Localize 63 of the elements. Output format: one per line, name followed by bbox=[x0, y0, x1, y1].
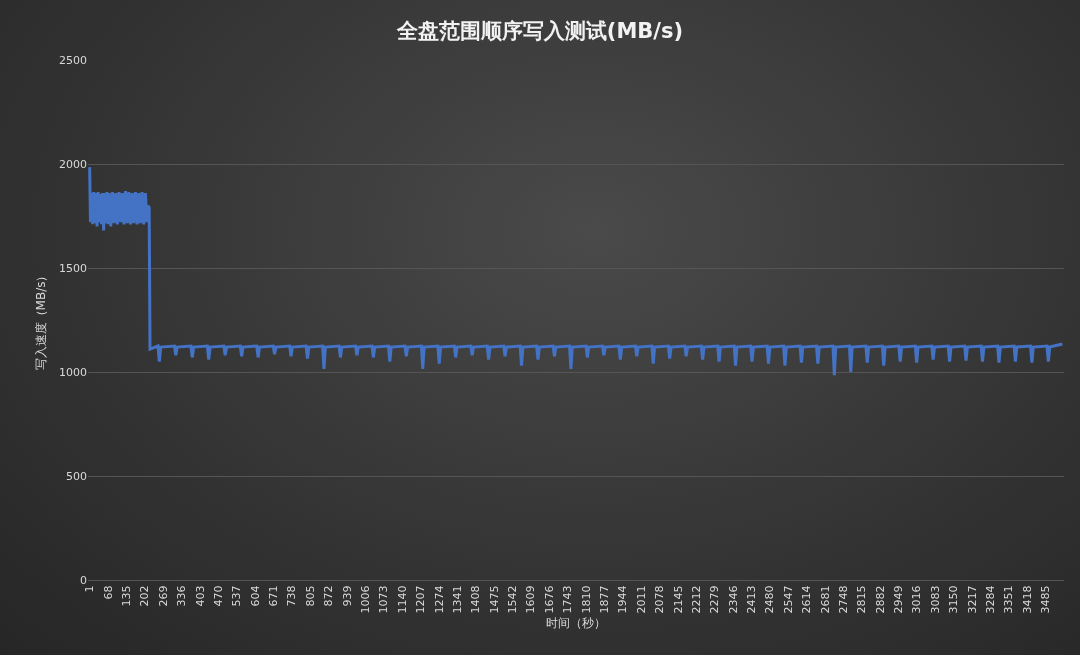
x-tick-label: 68 bbox=[101, 585, 115, 600]
x-tick-label: 2480 bbox=[763, 585, 777, 614]
y-tick-label: 2500 bbox=[59, 53, 87, 67]
x-tick-label: 1676 bbox=[542, 585, 556, 614]
x-tick-label: 3284 bbox=[984, 585, 998, 614]
x-tick-label: 336 bbox=[175, 585, 189, 607]
x-tick-label: 2212 bbox=[689, 585, 703, 614]
chart-title: 全盘范围顺序写入测试(MB/s) bbox=[395, 18, 684, 43]
x-tick-label: 3016 bbox=[910, 585, 924, 614]
x-tick-label: 2011 bbox=[634, 585, 648, 614]
y-tick-label: 0 bbox=[80, 573, 87, 587]
x-tick-label: 403 bbox=[193, 585, 207, 607]
x-tick-label: 872 bbox=[322, 585, 336, 607]
x-tick-label: 2949 bbox=[892, 585, 906, 614]
y-tick-label: 500 bbox=[66, 469, 87, 483]
x-tick-label: 1944 bbox=[616, 585, 630, 614]
x-tick-label: 3351 bbox=[1002, 585, 1016, 614]
y-tick-label: 1000 bbox=[59, 365, 87, 379]
x-tick-label: 2815 bbox=[855, 585, 869, 614]
x-tick-label: 939 bbox=[340, 585, 354, 607]
x-tick-label: 1743 bbox=[561, 585, 575, 614]
x-tick-label: 202 bbox=[138, 585, 152, 607]
x-tick-label: 1140 bbox=[395, 585, 409, 614]
line-series bbox=[88, 165, 1064, 377]
x-tick-label: 3485 bbox=[1039, 585, 1053, 614]
x-tick-label: 2346 bbox=[726, 585, 740, 614]
x-tick-label: 805 bbox=[303, 585, 317, 607]
y-tick-label: 1500 bbox=[59, 261, 87, 275]
x-tick-label: 1073 bbox=[377, 585, 391, 614]
x-tick-label: 135 bbox=[119, 585, 133, 607]
x-tick-label: 2413 bbox=[745, 585, 759, 614]
x-tick-label: 537 bbox=[230, 585, 244, 607]
x-tick-label: 1006 bbox=[358, 585, 372, 614]
x-tick-label: 470 bbox=[211, 585, 225, 607]
x-tick-label: 1542 bbox=[506, 585, 520, 614]
y-axis-title: 写入速度（MB/s） bbox=[34, 269, 49, 371]
x-tick-label: 1 bbox=[83, 585, 97, 593]
x-tick-label: 604 bbox=[248, 585, 262, 607]
x-tick-label: 1810 bbox=[579, 585, 593, 614]
x-tick-label: 1877 bbox=[597, 585, 611, 614]
x-tick-label: 1475 bbox=[487, 585, 501, 614]
x-tick-label: 2748 bbox=[836, 585, 850, 614]
x-tick-label: 1274 bbox=[432, 585, 446, 614]
x-tick-label: 3217 bbox=[965, 585, 979, 614]
x-tick-label: 2547 bbox=[781, 585, 795, 614]
x-tick-label: 269 bbox=[156, 585, 170, 607]
x-tick-label: 2078 bbox=[653, 585, 667, 614]
x-tick-label: 2614 bbox=[800, 585, 814, 614]
x-tick-label: 2681 bbox=[818, 585, 832, 614]
x-tick-label: 671 bbox=[267, 585, 281, 607]
y-tick-label: 2000 bbox=[59, 157, 87, 171]
x-tick-label: 1408 bbox=[469, 585, 483, 614]
x-tick-label: 3083 bbox=[928, 585, 942, 614]
x-tick-label: 3150 bbox=[947, 585, 961, 614]
x-axis-title: 时间（秒） bbox=[546, 616, 606, 631]
x-tick-label: 738 bbox=[285, 585, 299, 607]
x-tick-label: 1207 bbox=[414, 585, 428, 614]
x-tick-label: 2145 bbox=[671, 585, 685, 614]
x-tick-label: 2279 bbox=[708, 585, 722, 614]
x-tick-label: 1341 bbox=[450, 585, 464, 614]
x-tick-label: 2882 bbox=[873, 585, 887, 614]
x-tick-label: 3418 bbox=[1020, 585, 1034, 614]
x-tick-label: 1609 bbox=[524, 585, 538, 614]
